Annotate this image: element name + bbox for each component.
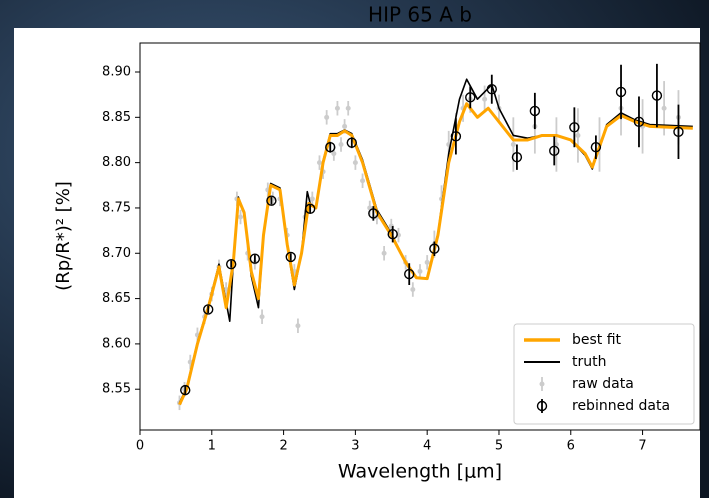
data-point xyxy=(387,229,398,240)
data-point xyxy=(429,243,440,254)
data-point xyxy=(368,208,379,219)
figure xyxy=(14,28,700,498)
x-tick-label: 2 xyxy=(279,439,287,454)
data-point xyxy=(417,268,423,274)
data-point xyxy=(180,384,191,396)
data-point xyxy=(309,196,315,202)
x-tick-label: 1 xyxy=(208,439,216,454)
legend-box xyxy=(513,323,695,425)
data-point xyxy=(345,105,351,111)
data-point xyxy=(424,259,430,265)
x-tick-label: 7 xyxy=(638,439,646,454)
data-point xyxy=(381,250,387,256)
data-point xyxy=(410,287,416,293)
y-tick-label: 8.70 xyxy=(102,246,131,261)
data-point xyxy=(316,160,322,166)
data-point xyxy=(633,116,645,128)
data-point xyxy=(304,203,316,215)
y-tick-label: 8.90 xyxy=(102,65,131,80)
y-tick-label: 8.75 xyxy=(102,200,131,215)
data-point xyxy=(342,123,348,129)
legend-label: truth xyxy=(572,354,606,370)
data-point xyxy=(334,105,340,111)
y-tick-label: 8.85 xyxy=(102,110,131,125)
data-point xyxy=(338,142,344,148)
chart-title: HIP 65 A b xyxy=(368,3,472,27)
data-point xyxy=(615,86,627,98)
legend-label: best fit xyxy=(572,332,622,348)
data-point xyxy=(249,253,261,264)
data-point xyxy=(238,214,244,220)
legend-swatch xyxy=(536,400,548,412)
y-tick-label: 8.65 xyxy=(102,291,131,306)
y-tick-label: 8.55 xyxy=(102,382,131,397)
x-tick-label: 5 xyxy=(495,439,503,454)
legend-swatch xyxy=(539,381,545,387)
x-tick-label: 0 xyxy=(136,439,144,454)
data-point xyxy=(549,145,560,157)
legend-label: rebinned data xyxy=(572,398,670,414)
data-point xyxy=(529,105,541,117)
data-point xyxy=(482,96,488,102)
y-tick-label: 8.60 xyxy=(102,336,131,351)
data-point xyxy=(352,160,358,166)
data-point xyxy=(285,251,296,263)
data-point xyxy=(511,151,523,163)
data-point xyxy=(590,142,602,153)
data-point xyxy=(324,114,330,120)
data-point xyxy=(404,268,415,280)
data-point xyxy=(346,137,357,148)
data-point xyxy=(295,323,301,329)
data-point xyxy=(510,142,516,148)
data-point xyxy=(225,258,237,270)
data-point xyxy=(486,84,497,95)
data-point xyxy=(360,178,366,184)
x-axis-label: Wavelength [μm] xyxy=(338,461,502,483)
data-point xyxy=(203,304,214,315)
x-tick-label: 3 xyxy=(351,439,359,454)
series-line xyxy=(178,102,693,406)
data-point xyxy=(325,142,336,153)
data-point xyxy=(266,195,277,206)
plot-frame xyxy=(139,42,701,431)
y-tick-label: 8.80 xyxy=(102,155,131,170)
data-point xyxy=(673,126,684,138)
data-point xyxy=(569,122,580,133)
legend-label: raw data xyxy=(572,376,634,392)
y-axis-label: (Rp/R*)² [%] xyxy=(53,181,74,291)
data-point xyxy=(331,151,337,157)
data-point xyxy=(465,92,476,103)
x-tick-label: 6 xyxy=(567,439,575,454)
data-point xyxy=(450,131,462,142)
data-point xyxy=(651,90,663,101)
x-tick-label: 4 xyxy=(423,439,431,454)
data-point xyxy=(575,132,581,138)
data-point xyxy=(259,314,265,320)
data-point xyxy=(661,105,667,111)
